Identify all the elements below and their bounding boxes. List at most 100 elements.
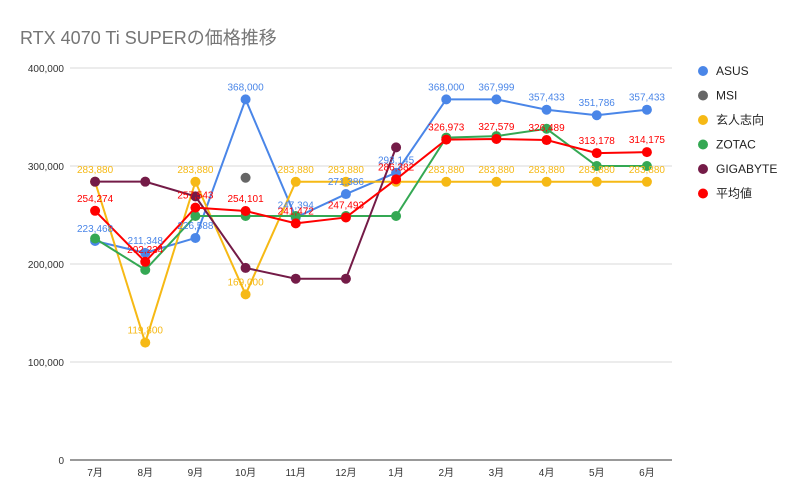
data-point xyxy=(290,273,301,284)
x-tick-label: 4月 xyxy=(539,467,555,479)
data-point xyxy=(240,94,251,105)
data-label: 283,880 xyxy=(278,165,315,176)
data-label: 283,880 xyxy=(428,165,465,176)
data-label: 286,382 xyxy=(378,162,415,173)
data-label: 271,386 xyxy=(328,177,365,188)
data-point xyxy=(340,273,351,284)
data-label: 223,468 xyxy=(77,224,114,235)
data-point xyxy=(391,142,402,153)
y-tick-label: 0 xyxy=(58,456,64,467)
legend-marker xyxy=(698,139,708,150)
data-point xyxy=(591,161,602,171)
data-point xyxy=(290,176,301,187)
data-label: 368,000 xyxy=(228,82,265,93)
data-label: 283,880 xyxy=(77,165,114,176)
y-tick-label: 300,000 xyxy=(28,162,65,173)
data-point xyxy=(541,104,552,115)
data-label: 247,493 xyxy=(328,200,365,211)
data-label: 283,880 xyxy=(629,165,666,176)
data-label: 254,274 xyxy=(77,194,114,205)
x-tick-label: 10月 xyxy=(235,467,256,479)
data-point xyxy=(641,104,652,115)
data-label: 327,579 xyxy=(478,122,515,133)
data-point xyxy=(641,147,652,158)
legend-label: 平均値 xyxy=(716,186,752,201)
data-point xyxy=(441,176,452,187)
data-label: 293,145 xyxy=(378,156,415,167)
x-tick-label: 7月 xyxy=(87,467,103,479)
legend-marker xyxy=(698,66,708,76)
series-line xyxy=(94,96,648,254)
series-lines xyxy=(90,94,652,348)
data-point xyxy=(140,256,151,267)
data-point xyxy=(290,218,301,229)
x-tick-label: 6月 xyxy=(639,467,655,479)
series-line xyxy=(94,178,647,346)
data-point xyxy=(541,135,552,146)
data-point xyxy=(591,148,602,159)
chart-title: RTX 4070 Ti SUPERの価格推移 xyxy=(20,28,277,48)
data-point xyxy=(140,337,151,348)
data-point xyxy=(391,174,402,185)
data-point xyxy=(240,205,251,216)
series-line xyxy=(94,137,647,264)
x-tick-label: 9月 xyxy=(188,467,204,479)
legend-marker xyxy=(698,90,708,101)
data-point xyxy=(140,176,151,187)
data-point xyxy=(391,210,402,221)
data-point xyxy=(140,247,151,258)
data-label: 254,101 xyxy=(228,194,265,205)
axes: 0 100,000 200,000 300,000 400,000 7月 8月 9月 10月 11… xyxy=(28,64,655,479)
data-point xyxy=(641,161,652,171)
data-point xyxy=(90,205,101,216)
y-tick-label: 200,000 xyxy=(28,260,65,271)
data-label: 257,543 xyxy=(177,191,214,202)
data-label: 283,880 xyxy=(328,165,365,176)
y-tick-label: 100,000 xyxy=(28,358,65,369)
data-label: 247,394 xyxy=(278,201,315,212)
data-point xyxy=(90,233,101,244)
data-point xyxy=(591,110,602,121)
data-label: 226,588 xyxy=(177,221,214,232)
data-label: 326,973 xyxy=(428,123,465,134)
data-point xyxy=(441,94,452,105)
x-tick-label: 8月 xyxy=(137,467,153,479)
legend-marker xyxy=(698,188,708,199)
data-point xyxy=(240,289,251,300)
data-label: 368,000 xyxy=(428,82,465,93)
data-point xyxy=(641,176,652,187)
legend-label: MSI xyxy=(716,89,737,103)
data-point xyxy=(441,134,452,145)
x-tick-label: 3月 xyxy=(489,467,505,479)
legend-label: 玄人志向 xyxy=(716,112,764,127)
data-point xyxy=(190,232,201,243)
data-label: 211,348 xyxy=(128,236,164,247)
data-label: 326,489 xyxy=(529,123,566,134)
data-label: 367,999 xyxy=(478,82,515,93)
data-label: 351,786 xyxy=(579,98,616,109)
data-point xyxy=(190,210,201,221)
data-label: 283,880 xyxy=(177,165,214,176)
x-tick-label: 12月 xyxy=(335,467,356,479)
legend-label: ASUS xyxy=(716,64,749,78)
data-point xyxy=(491,94,502,105)
gridlines xyxy=(70,67,672,461)
data-label: 357,433 xyxy=(529,93,566,104)
data-label: 357,433 xyxy=(629,93,666,104)
data-point xyxy=(240,172,251,183)
legend-label: ZOTAC xyxy=(716,138,756,152)
x-tick-label: 1月 xyxy=(388,467,404,479)
data-label: 283,880 xyxy=(529,165,566,176)
legend-marker xyxy=(698,164,708,174)
legend-marker xyxy=(698,115,708,125)
data-label: 283,880 xyxy=(478,165,515,176)
data-point xyxy=(90,176,101,187)
x-tick-label: 11月 xyxy=(286,467,306,479)
data-label: 314,175 xyxy=(629,135,666,146)
data-point xyxy=(491,176,502,187)
y-tick-label: 400,000 xyxy=(28,64,65,75)
data-point xyxy=(190,191,201,202)
data-point xyxy=(190,202,201,213)
data-label: 119,800 xyxy=(128,326,164,337)
